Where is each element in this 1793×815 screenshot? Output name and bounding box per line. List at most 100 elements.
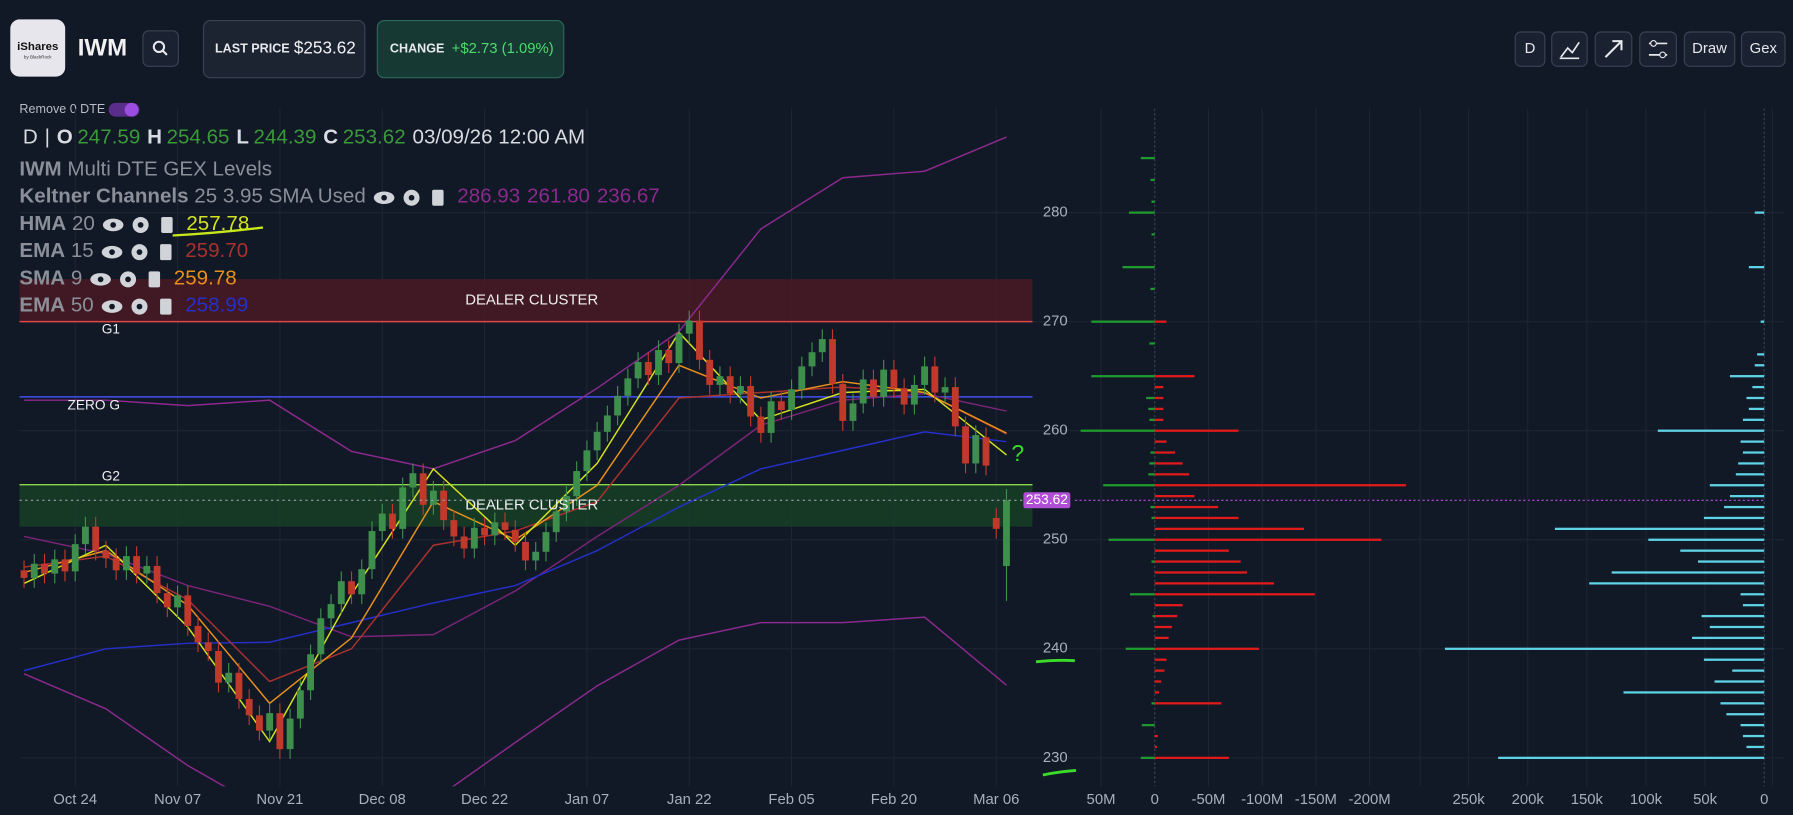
- gex-bar: [1154, 549, 1229, 552]
- candle-body: [30, 563, 38, 578]
- candle-body: [910, 384, 918, 405]
- gex-bar: [1748, 407, 1765, 411]
- study-name: Multi DTE GEX Levels: [67, 158, 272, 181]
- candle-body: [429, 490, 437, 505]
- candle-body: [593, 431, 601, 451]
- settings-button[interactable]: [1639, 31, 1677, 67]
- button-label: Draw: [1692, 41, 1727, 57]
- indicator-params: 15: [71, 240, 94, 263]
- candle-body: [522, 541, 529, 561]
- y-tick-label: 240: [1043, 641, 1068, 657]
- candle-body: [634, 362, 642, 379]
- draw-button[interactable]: Draw: [1683, 31, 1736, 67]
- candle-body: [307, 654, 315, 691]
- last-price: $253.62: [294, 38, 356, 58]
- x-tick-label: Feb 20: [871, 792, 917, 808]
- indicator-icons[interactable]: [102, 216, 173, 233]
- x-tick-label: Dec 08: [359, 792, 406, 808]
- button-label: D: [1525, 41, 1536, 57]
- gex-bar: [1757, 353, 1765, 356]
- logo[interactable]: [10, 19, 66, 77]
- search-button[interactable]: [142, 30, 179, 67]
- interval-button[interactable]: D: [1514, 31, 1546, 67]
- x-tick-label: Nov 21: [256, 792, 303, 808]
- indicator-icons[interactable]: [101, 244, 172, 261]
- indicator-line: [23, 431, 1007, 672]
- gex-bar: [1151, 702, 1155, 705]
- annotation-underline: [1035, 658, 1075, 664]
- gex-bar: [1703, 658, 1765, 661]
- candle-body: [900, 388, 908, 405]
- datetime: 03/09/26 12:00 AM: [413, 126, 586, 149]
- candle-body: [122, 556, 130, 571]
- low-value: 244.39: [254, 126, 317, 149]
- candle-body: [204, 642, 212, 651]
- indicator-icons[interactable]: [373, 189, 444, 206]
- zone-label: DEALER CLUSTER: [465, 292, 598, 308]
- candle-body: [777, 401, 785, 410]
- candle-body: [163, 593, 171, 608]
- eye-pupil: [381, 194, 387, 201]
- gex-bar: [1746, 745, 1765, 749]
- gex-bar: [1154, 375, 1195, 378]
- indicator-row: HMA 20 257.78: [19, 212, 249, 235]
- zone-label: DEALER CLUSTER: [465, 498, 598, 514]
- gear-hole: [136, 249, 143, 256]
- trend-button[interactable]: [1594, 31, 1633, 67]
- candle-body: [624, 378, 632, 396]
- x-tick-label: 200k: [1512, 792, 1545, 808]
- gear-hole: [136, 303, 143, 310]
- candle-body: [982, 437, 990, 466]
- y-tick-label: 270: [1043, 314, 1068, 330]
- candle-body: [450, 520, 458, 537]
- gex-bar: [1148, 473, 1155, 476]
- indicator-value: 258.99: [185, 294, 248, 317]
- last-price-label: 253.62: [1026, 492, 1068, 507]
- gex-bar: [1152, 614, 1155, 618]
- toggle[interactable]: [108, 102, 140, 117]
- price-chart: Oct 24 Nov 07 Nov 21 Dec 08 Dec 22 Jan 07 Jan …: [19, 108, 1784, 808]
- indicator-button[interactable]: [1551, 31, 1588, 67]
- gex-bar: [1130, 593, 1155, 596]
- gex-bar: [1154, 669, 1165, 672]
- indicator-name: EMA: [19, 240, 65, 263]
- gex-bar: [1149, 342, 1155, 345]
- candle-body: [327, 604, 335, 619]
- gex-bar: [1141, 723, 1155, 727]
- x-tick-label: Feb 05: [768, 792, 814, 808]
- interval: D: [23, 126, 38, 149]
- candle-body: [481, 527, 488, 536]
- gex-bar: [1154, 462, 1183, 465]
- gex-bar: [1154, 625, 1172, 629]
- candle-body: [491, 522, 499, 536]
- gex-bar: [1146, 396, 1155, 400]
- gex-bar: [1154, 418, 1164, 421]
- candle-body: [665, 350, 673, 364]
- gex-bar: [1150, 287, 1155, 291]
- indicator-name: EMA: [19, 294, 65, 317]
- candle-body: [972, 435, 980, 464]
- logo-text: iShares: [17, 41, 58, 53]
- candle-body: [102, 550, 110, 559]
- gex-bar: [1154, 385, 1164, 389]
- gex-bar: [1729, 494, 1765, 498]
- ticker: IWM: [78, 34, 127, 61]
- dealer-zone: [19, 484, 1033, 527]
- candle-body: [194, 625, 202, 643]
- gex-button[interactable]: Gex: [1740, 31, 1786, 67]
- gex-bar: [1154, 484, 1407, 487]
- annotation-underline: [172, 226, 264, 237]
- indicator-icons[interactable]: [90, 271, 161, 288]
- candle-body: [235, 672, 243, 699]
- x-tick-label: 0: [1151, 792, 1159, 808]
- indicator-icons[interactable]: [101, 298, 172, 315]
- charts: Oct 24 Nov 07 Nov 21 Dec 08 Dec 22 Jan 07 Jan …: [19, 108, 1784, 808]
- y-tick-label: 250: [1043, 532, 1068, 548]
- gex-bar: [1709, 484, 1765, 487]
- gex-bar: [1720, 702, 1765, 705]
- candle-body: [348, 581, 355, 595]
- gex-bar: [1154, 505, 1219, 509]
- candle-body: [859, 379, 867, 404]
